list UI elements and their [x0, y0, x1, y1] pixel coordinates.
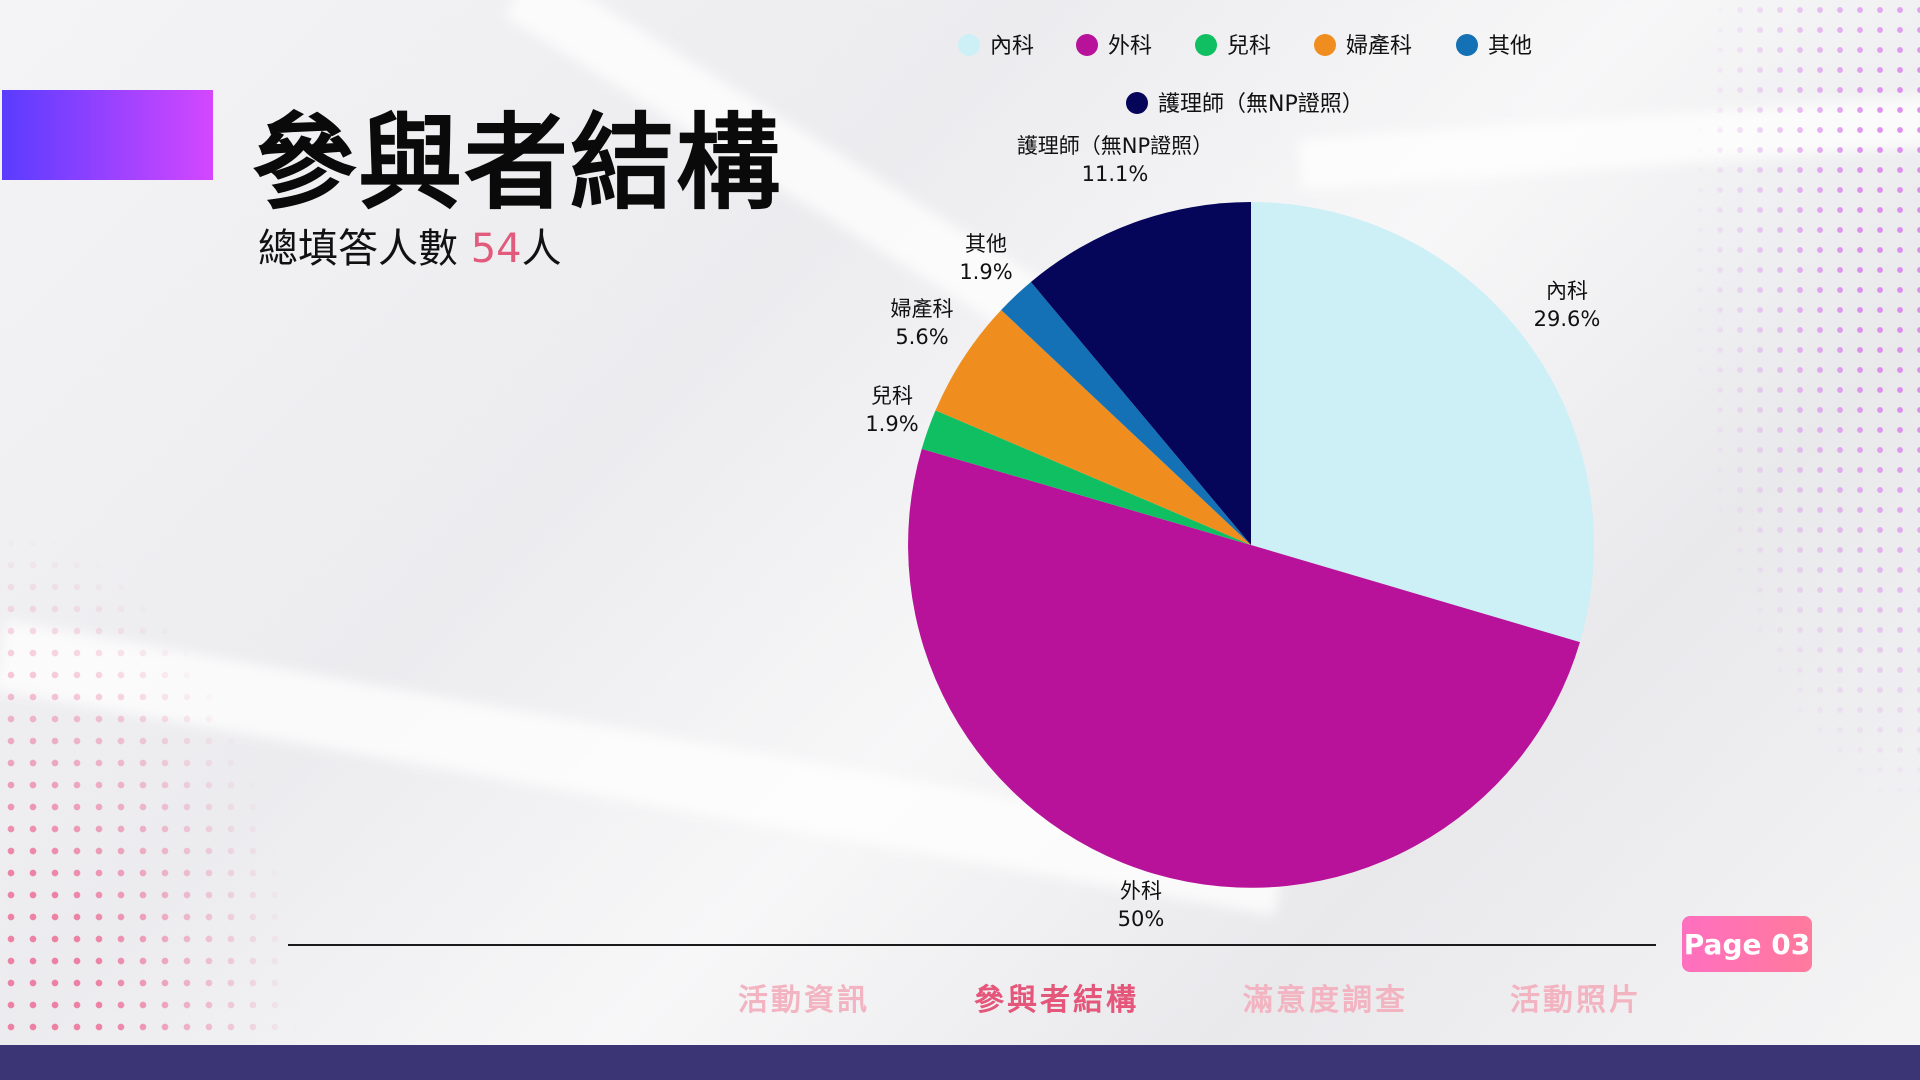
pie-slice-obgyn [935, 310, 1251, 545]
pie-slice-nurse-no-np [1030, 202, 1251, 545]
legend-swatch-obgyn [1314, 34, 1336, 56]
legend-swatch-internal-medicine [958, 34, 980, 56]
respondent-count-suffix: 人 [521, 226, 562, 272]
data-label-value-nurse-no-np: 11.1% [1082, 162, 1149, 186]
page-number-badge: Page 03 [1682, 916, 1812, 972]
page-title: 參與者結構 [252, 102, 783, 224]
legend-label-surgery: 外科 [1108, 34, 1152, 59]
section-nav: 活動資訊 參與者結構 滿意度調查 活動照片 [0, 975, 1920, 1021]
data-label-name-nurse-no-np: 護理師（無NP證照） [1017, 134, 1213, 158]
data-label-name-other: 其他 [965, 232, 1007, 256]
legend-swatch-nurse-no-np [1126, 92, 1148, 114]
nav-item-satisfaction-survey[interactable]: 滿意度調查 [1243, 983, 1408, 1018]
respondent-count: 總填答人數 54人 [258, 216, 562, 274]
legend-label-other: 其他 [1488, 34, 1532, 59]
data-label-value-internal-medicine: 29.6% [1534, 307, 1601, 331]
legend-swatch-other [1456, 34, 1478, 56]
data-label-value-obgyn: 5.6% [895, 325, 948, 349]
accent-bar [2, 90, 213, 180]
data-label-name-internal-medicine: 內科 [1546, 279, 1588, 303]
data-label-name-surgery: 外科 [1120, 879, 1162, 903]
legend-label-obgyn: 婦產科 [1346, 34, 1412, 59]
pie-slice-other [1001, 281, 1251, 545]
decorative-dot-pattern-right [1690, 0, 1920, 1000]
nav-item-participant-structure[interactable]: 參與者結構 [974, 983, 1139, 1018]
pie-slices [908, 202, 1594, 888]
pie-slice-surgery [908, 448, 1580, 888]
data-label-value-pediatrics: 1.9% [865, 412, 918, 436]
legend-label-nurse-no-np: 護理師（無NP證照） [1158, 92, 1364, 117]
pie-slice-pediatrics [921, 410, 1251, 545]
respondent-count-prefix: 總填答人數 [258, 226, 471, 272]
data-label-value-other: 1.9% [959, 260, 1012, 284]
pie-slice-internal-medicine [1251, 202, 1594, 643]
legend-item-obgyn: 婦產科 [1314, 34, 1412, 59]
footer-divider [288, 944, 1656, 946]
legend-item-pediatrics: 兒科 [1195, 34, 1271, 59]
data-label-value-surgery: 50% [1118, 907, 1165, 931]
respondent-count-value: 54 [470, 226, 522, 272]
legend-item-nurse-no-np: 護理師（無NP證照） [1126, 92, 1364, 117]
decorative-dot-pattern-left [0, 180, 300, 1050]
legend-label-internal-medicine: 內科 [990, 34, 1034, 59]
legend-item-internal-medicine: 內科 [958, 34, 1034, 59]
nav-item-activity-photos[interactable]: 活動照片 [1510, 983, 1642, 1018]
footer-band [0, 1045, 1920, 1080]
legend-swatch-surgery [1076, 34, 1098, 56]
data-label-name-pediatrics: 兒科 [871, 384, 913, 408]
legend-item-surgery: 外科 [1076, 34, 1152, 59]
legend-swatch-pediatrics [1195, 34, 1217, 56]
pie-data-labels: 內科29.6%外科50%兒科1.9%婦產科5.6%其他1.9%護理師（無NP證照… [865, 134, 1600, 931]
nav-item-activity-info[interactable]: 活動資訊 [738, 983, 870, 1018]
legend-label-pediatrics: 兒科 [1227, 34, 1271, 59]
data-label-name-obgyn: 婦產科 [891, 297, 954, 321]
legend-item-other: 其他 [1456, 34, 1532, 59]
